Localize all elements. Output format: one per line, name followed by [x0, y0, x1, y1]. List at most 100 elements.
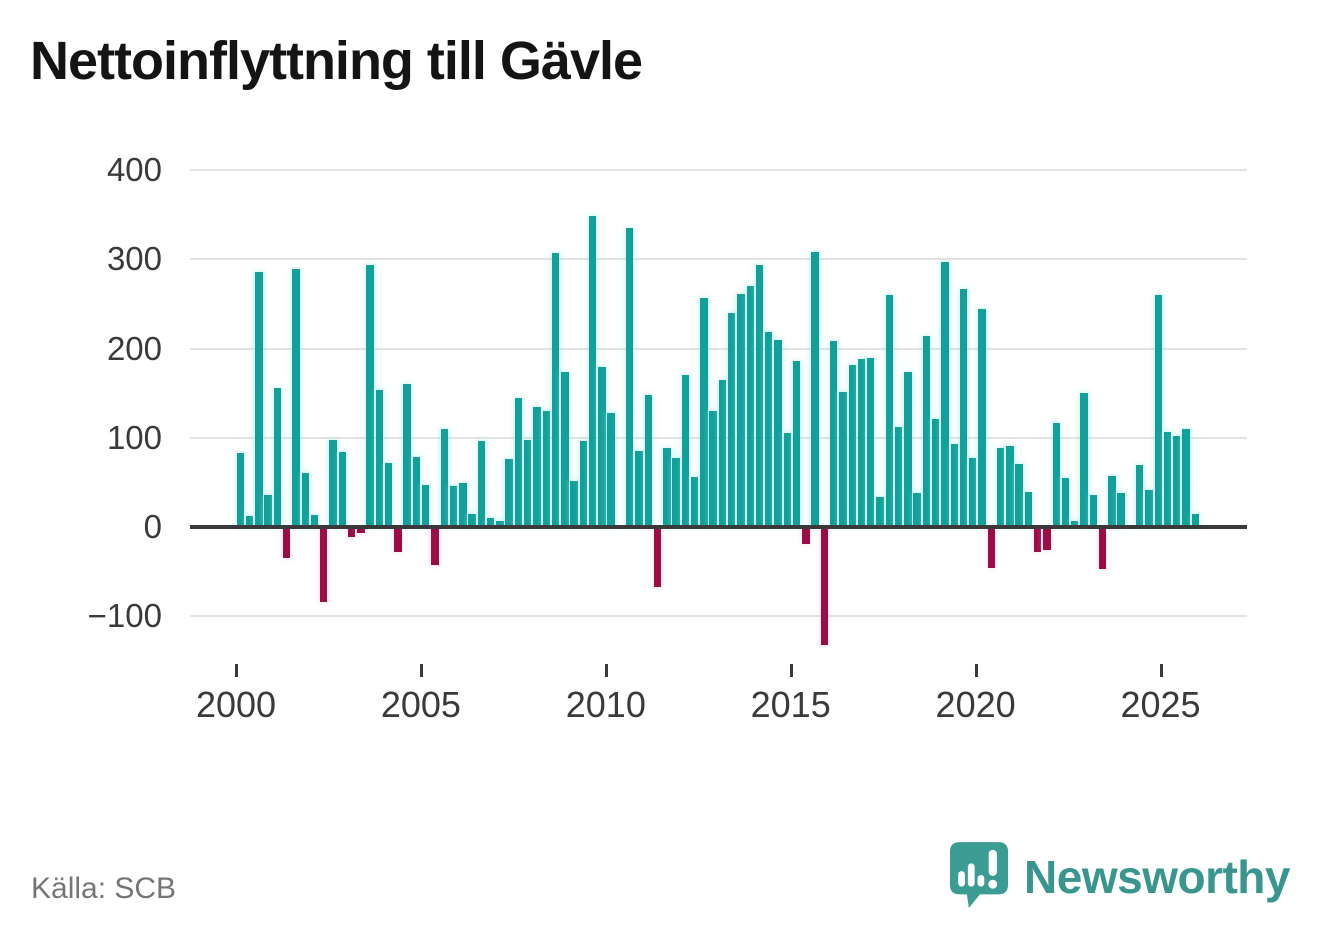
bar-2010-Q1[interactable]	[607, 412, 615, 527]
bar-2011-Q2[interactable]	[653, 529, 662, 587]
bar-2014-Q1[interactable]	[755, 265, 764, 527]
bar-2019-Q3[interactable]	[959, 288, 968, 527]
bar-2018-Q1[interactable]	[904, 371, 912, 527]
bar-2023-Q1[interactable]	[1089, 494, 1097, 527]
bar-2017-Q2[interactable]	[876, 496, 884, 527]
bar-2002-Q2[interactable]	[320, 529, 328, 603]
bar-2022-Q4[interactable]	[1080, 393, 1088, 527]
bar-2013-Q3[interactable]	[737, 294, 745, 527]
bar-2006-Q4[interactable]	[486, 518, 495, 527]
bar-2004-Q2[interactable]	[394, 529, 402, 553]
bar-2018-Q4[interactable]	[932, 419, 940, 527]
bar-2008-Q4[interactable]	[561, 371, 569, 527]
bar-2010-Q4[interactable]	[635, 451, 643, 527]
bar-2016-Q2[interactable]	[839, 392, 847, 527]
bar-2021-Q3[interactable]	[1033, 529, 1042, 553]
bar-2006-Q3[interactable]	[477, 441, 486, 527]
bar-2014-Q3[interactable]	[774, 339, 782, 527]
bar-2015-Q3[interactable]	[811, 252, 819, 527]
bar-2011-Q4[interactable]	[672, 458, 680, 527]
bar-2009-Q2[interactable]	[579, 441, 588, 527]
bar-2013-Q1[interactable]	[718, 379, 727, 527]
bar-2022-Q2[interactable]	[1061, 477, 1070, 527]
bar-2000-Q2[interactable]	[245, 516, 254, 527]
bar-2014-Q2[interactable]	[765, 332, 773, 527]
bar-2015-Q4[interactable]	[820, 529, 829, 646]
bar-2017-Q3[interactable]	[885, 294, 894, 527]
bar-2019-Q1[interactable]	[941, 261, 949, 527]
bar-2003-Q2[interactable]	[357, 529, 365, 534]
bar-2003-Q4[interactable]	[375, 389, 384, 527]
bar-2011-Q3[interactable]	[663, 447, 671, 527]
bar-2021-Q2[interactable]	[1024, 492, 1033, 527]
bar-2007-Q4[interactable]	[524, 440, 532, 527]
bar-2021-Q1[interactable]	[1015, 463, 1023, 527]
bar-2007-Q2[interactable]	[505, 459, 513, 527]
bar-2009-Q4[interactable]	[598, 367, 606, 527]
bar-2001-Q3[interactable]	[292, 269, 300, 527]
bar-2002-Q4[interactable]	[338, 452, 346, 527]
bar-2005-Q4[interactable]	[449, 485, 458, 527]
bar-2011-Q1[interactable]	[644, 394, 652, 527]
bar-2005-Q1[interactable]	[422, 485, 430, 527]
bar-2014-Q4[interactable]	[783, 433, 792, 527]
bar-2018-Q2[interactable]	[913, 493, 921, 527]
bar-2016-Q4[interactable]	[857, 359, 866, 527]
bar-2022-Q3[interactable]	[1071, 520, 1079, 527]
bar-2004-Q4[interactable]	[412, 457, 421, 527]
bar-2000-Q1[interactable]	[236, 452, 244, 527]
bar-2016-Q1[interactable]	[830, 341, 838, 527]
bar-2023-Q3[interactable]	[1108, 476, 1116, 527]
bar-2004-Q3[interactable]	[403, 384, 411, 527]
bar-2002-Q1[interactable]	[310, 514, 319, 527]
bar-2015-Q1[interactable]	[792, 360, 801, 527]
bar-2023-Q2[interactable]	[1098, 529, 1107, 570]
bar-2023-Q4[interactable]	[1117, 493, 1125, 527]
bar-2020-Q1[interactable]	[978, 309, 986, 527]
bar-2024-Q4[interactable]	[1154, 294, 1162, 527]
bar-2025-Q4[interactable]	[1191, 513, 1199, 527]
bar-2019-Q4[interactable]	[969, 458, 977, 527]
bar-2009-Q3[interactable]	[588, 216, 597, 527]
bar-2006-Q1[interactable]	[459, 483, 467, 527]
bar-2003-Q1[interactable]	[347, 529, 356, 538]
bar-2000-Q3[interactable]	[255, 271, 263, 527]
bar-2019-Q2[interactable]	[950, 443, 958, 527]
bar-2012-Q1[interactable]	[681, 375, 690, 527]
bar-2025-Q2[interactable]	[1173, 435, 1181, 527]
bar-2006-Q2[interactable]	[468, 513, 476, 527]
bar-2002-Q3[interactable]	[329, 440, 337, 527]
bar-2017-Q1[interactable]	[867, 358, 875, 527]
bar-2013-Q4[interactable]	[746, 286, 754, 527]
bar-2003-Q3[interactable]	[366, 264, 374, 527]
bar-2007-Q3[interactable]	[514, 397, 523, 527]
bar-2025-Q3[interactable]	[1182, 428, 1190, 527]
bar-2008-Q3[interactable]	[551, 253, 560, 527]
bar-2022-Q1[interactable]	[1052, 422, 1060, 527]
bar-2025-Q1[interactable]	[1163, 432, 1172, 527]
bar-2024-Q3[interactable]	[1145, 490, 1153, 527]
bar-2020-Q4[interactable]	[1006, 445, 1014, 527]
bar-2001-Q4[interactable]	[301, 473, 309, 527]
bar-2007-Q1[interactable]	[496, 520, 504, 527]
bar-2013-Q2[interactable]	[728, 312, 736, 527]
bar-2001-Q1[interactable]	[273, 387, 282, 527]
bar-2017-Q4[interactable]	[894, 427, 903, 527]
bar-2001-Q2[interactable]	[282, 529, 291, 559]
bar-2021-Q4[interactable]	[1043, 529, 1051, 551]
bar-2004-Q1[interactable]	[384, 462, 393, 527]
bar-2020-Q3[interactable]	[996, 448, 1005, 527]
bar-2018-Q3[interactable]	[922, 336, 931, 527]
bar-2016-Q3[interactable]	[848, 365, 856, 527]
bar-2009-Q1[interactable]	[570, 481, 578, 527]
bar-2008-Q1[interactable]	[533, 407, 541, 527]
bar-2008-Q2[interactable]	[542, 410, 550, 527]
bar-2005-Q2[interactable]	[431, 529, 439, 565]
bar-2012-Q2[interactable]	[690, 477, 699, 527]
bar-2012-Q3[interactable]	[700, 297, 708, 527]
bar-2012-Q4[interactable]	[709, 410, 717, 527]
bar-2024-Q2[interactable]	[1135, 464, 1144, 527]
bar-2015-Q2[interactable]	[802, 529, 810, 545]
bar-2020-Q2[interactable]	[987, 529, 996, 569]
bar-2010-Q3[interactable]	[626, 228, 634, 527]
